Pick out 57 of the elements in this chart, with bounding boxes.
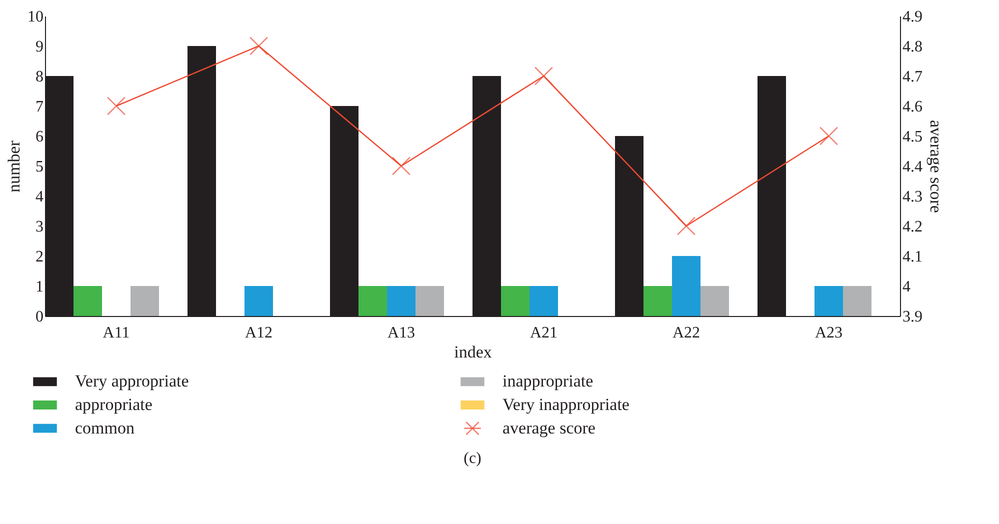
point bbox=[819, 126, 838, 146]
x-tick-label: A22 bbox=[672, 324, 700, 342]
y2-tick-label: 4.3 bbox=[902, 188, 922, 206]
y-tick-label: 4 bbox=[36, 188, 44, 206]
y2-tick-label: 4.9 bbox=[902, 8, 922, 26]
y2-tick-label: 4.1 bbox=[902, 248, 922, 266]
bar bbox=[74, 286, 102, 316]
y2-tick-label: 4.7 bbox=[902, 68, 922, 86]
point bbox=[249, 36, 268, 56]
legend-label: average score bbox=[502, 418, 596, 438]
y2-tick-label: 4.6 bbox=[902, 98, 922, 116]
x-tick-label: A11 bbox=[102, 324, 130, 342]
legend-label: appropriate bbox=[75, 395, 152, 414]
x-tick-label: A21 bbox=[530, 324, 558, 342]
bar bbox=[130, 286, 159, 316]
bar bbox=[843, 286, 872, 316]
legend-label: Very inappropriate bbox=[502, 395, 630, 414]
point bbox=[534, 66, 554, 86]
y-tick-label: 7 bbox=[36, 98, 44, 116]
y-tick-label: 5 bbox=[36, 158, 44, 176]
text: (c) bbox=[464, 450, 482, 467]
bar bbox=[387, 286, 416, 316]
y-tick-label: 0 bbox=[36, 308, 44, 326]
y-tick-label: 2 bbox=[36, 248, 44, 266]
point bbox=[676, 216, 696, 236]
y-tick-label: 9 bbox=[36, 38, 44, 56]
bar bbox=[530, 286, 558, 316]
x-axis-title: index bbox=[454, 342, 492, 362]
legend-label: Very appropriate bbox=[75, 372, 189, 391]
bar bbox=[672, 256, 700, 316]
bar bbox=[358, 286, 387, 316]
y-tick-label: 3 bbox=[36, 218, 44, 236]
bar bbox=[644, 286, 672, 316]
point bbox=[392, 156, 411, 176]
point bbox=[106, 96, 126, 116]
bar bbox=[416, 286, 444, 316]
y-tick-label: 1 bbox=[36, 278, 44, 296]
y-tick-label: 6 bbox=[36, 128, 44, 146]
bar bbox=[244, 286, 273, 316]
y2-tick-label: 4.4 bbox=[902, 158, 922, 176]
y2-tick-label: 4.2 bbox=[902, 218, 922, 236]
bar bbox=[700, 286, 729, 316]
y-tick-label: 8 bbox=[36, 68, 44, 86]
x-tick-label: A12 bbox=[244, 324, 273, 342]
legend-label: common bbox=[75, 418, 135, 438]
y-axis-title: number bbox=[4, 140, 24, 192]
bar bbox=[814, 286, 843, 316]
y2-tick-label: 3.9 bbox=[902, 308, 922, 326]
x-tick-label: A13 bbox=[387, 324, 416, 342]
y2-axis-title: average score bbox=[926, 120, 946, 213]
legend-label: inappropriate bbox=[502, 372, 594, 391]
y2-tick-label: 4.5 bbox=[902, 128, 922, 146]
y2-tick-label: 4 bbox=[902, 278, 910, 296]
x-tick-label: A23 bbox=[814, 324, 843, 342]
y-tick-label: 10 bbox=[28, 8, 44, 26]
bar bbox=[501, 286, 530, 316]
y2-tick-label: 4.8 bbox=[902, 38, 922, 56]
